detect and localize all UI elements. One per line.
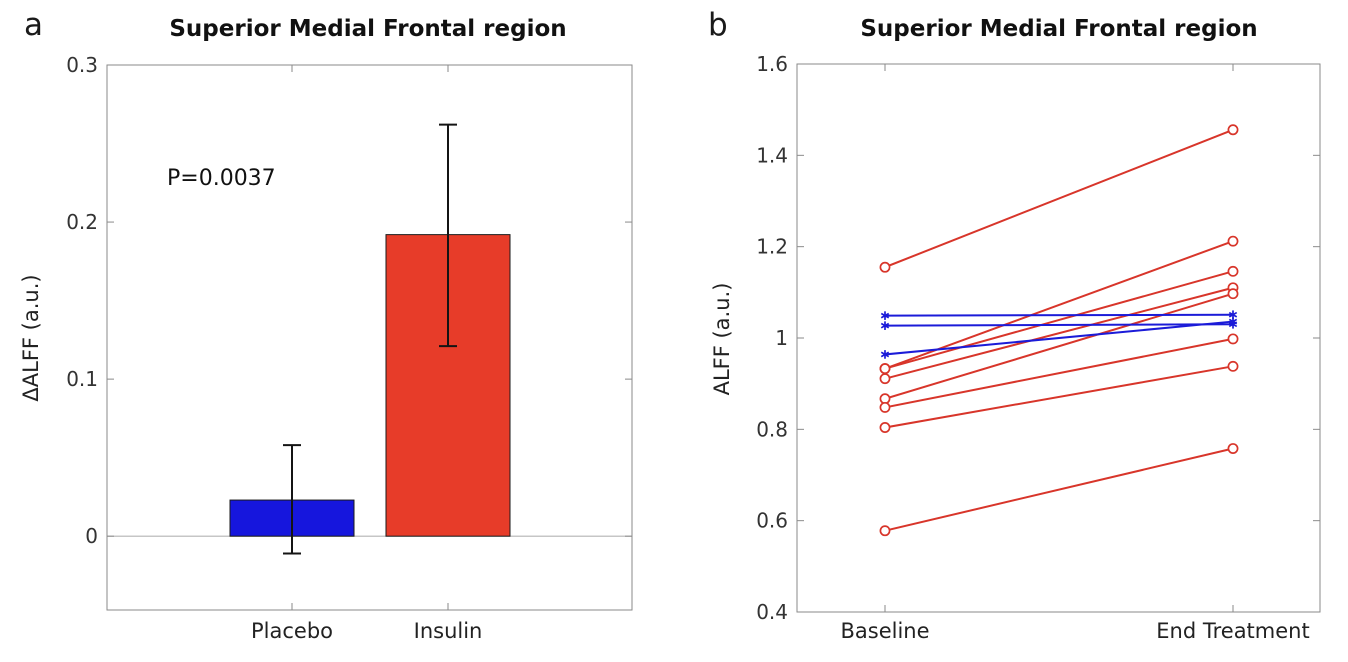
line-placebo-subject-1 [884,313,1234,317]
y-tick-label: 0 [85,524,98,548]
panel-b-title: Superior Medial Frontal region [860,16,1258,42]
line-insulin-subject-5 [884,292,1234,400]
p-value-annotation: P=0.0037 [167,166,276,191]
line-insulin-subject-3 [884,270,1234,370]
y-tick-label: 0.8 [756,417,788,441]
panel-b-label: b [708,7,728,43]
data-point-circle [1227,124,1239,136]
data-point-circle [879,525,891,537]
data-point-circle [1227,443,1239,454]
data-point-asterisk [880,322,890,329]
data-point-circle [1227,360,1239,372]
x-tick-label-placebo: Placebo [250,619,334,643]
panel-a-title: Superior Medial Frontal region [169,16,567,42]
y-tick-label: 0.1 [66,367,98,391]
panel-a-label: a [24,7,43,43]
data-point-circle [879,261,891,273]
line-placebo-subject-2 [884,323,1234,327]
x-tick-label-insulin: Insulin [413,619,483,643]
data-point-circle [879,363,891,375]
line-insulin-subject-4 [884,286,1234,380]
data-point-circle [1227,333,1239,345]
line-placebo-subject-3 [884,320,1234,356]
y-tick-label: 1 [775,326,788,350]
data-point-asterisk [1228,311,1238,318]
data-point-asterisk [880,312,890,319]
y-tick-label: 1.2 [756,235,788,259]
data-point-asterisk [1228,318,1238,325]
axes-box [796,63,1321,613]
y-tick-label: 0.6 [756,509,788,533]
line-insulin-subject-2 [884,240,1234,370]
line-insulin-subject-6 [884,337,1234,409]
y-tick-label: 0.2 [66,210,98,234]
y-tick-label: 1.4 [756,143,788,167]
data-point-circle [879,422,891,433]
x-tick-label-baseline: Baseline [840,619,930,643]
y-tick-label: 1.6 [756,52,788,76]
data-point-circle [879,401,891,413]
data-point-circle [879,393,891,405]
axes-box [106,64,633,611]
data-point-circle [1227,288,1239,300]
y-tick-label: 0.4 [756,600,788,624]
data-point-circle [879,373,891,385]
line-insulin-subject-7 [884,365,1234,429]
line-insulin-subject-8 [884,447,1234,532]
data-point-circle [1227,235,1239,247]
data-point-circle [1227,265,1239,277]
x-tick-label-end-treatment: End Treatment [1156,619,1310,643]
line-insulin-subject-1 [884,128,1234,269]
y-tick-label: 0.3 [66,53,98,77]
data-point-asterisk [880,351,890,358]
